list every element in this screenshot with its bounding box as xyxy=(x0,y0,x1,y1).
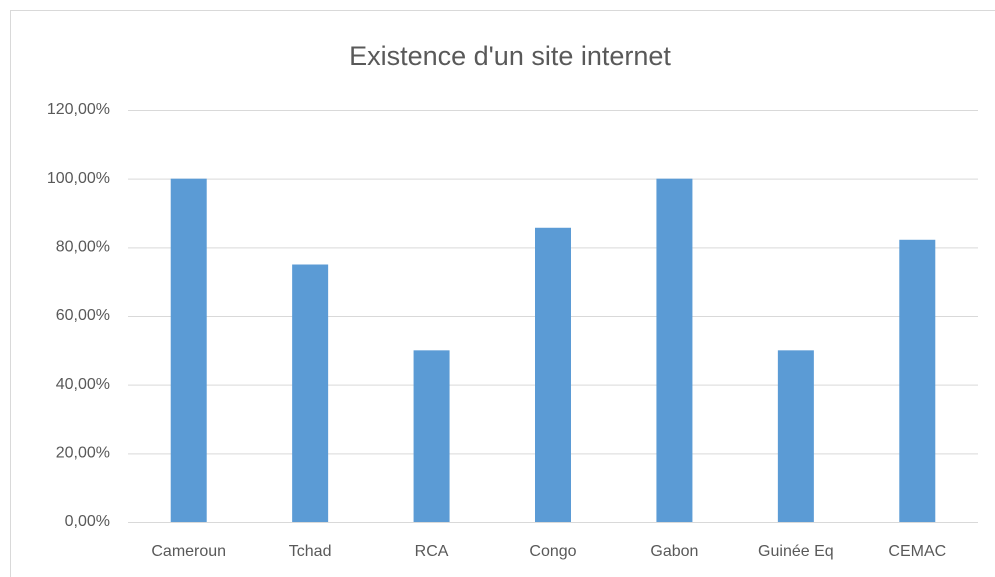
chart-border xyxy=(10,10,995,577)
x-tick-label: Tchad xyxy=(289,543,332,560)
x-tick-label: Congo xyxy=(529,543,576,560)
bar xyxy=(777,350,814,522)
bar xyxy=(292,264,329,522)
chart-title: Existence d'un site internet xyxy=(349,41,671,71)
x-tick-label: Cameroun xyxy=(151,543,226,560)
y-tick-label: 60,00% xyxy=(56,307,110,324)
bar xyxy=(413,350,450,522)
x-tick-label: Gabon xyxy=(650,543,698,560)
x-tick-label: CEMAC xyxy=(888,543,946,560)
x-tick-label: RCA xyxy=(415,543,449,560)
bar xyxy=(535,227,571,522)
bar xyxy=(656,178,693,522)
x-tick-label: Guinée Eq xyxy=(758,543,834,560)
y-tick-label: 80,00% xyxy=(56,239,110,256)
bar xyxy=(170,178,207,522)
y-tick-label: 0,00% xyxy=(65,513,110,530)
y-tick-label: 40,00% xyxy=(56,376,110,393)
y-tick-label: 120,00% xyxy=(47,101,110,118)
y-tick-label: 100,00% xyxy=(47,170,110,187)
y-tick-label: 20,00% xyxy=(56,445,110,462)
bar xyxy=(899,239,936,522)
